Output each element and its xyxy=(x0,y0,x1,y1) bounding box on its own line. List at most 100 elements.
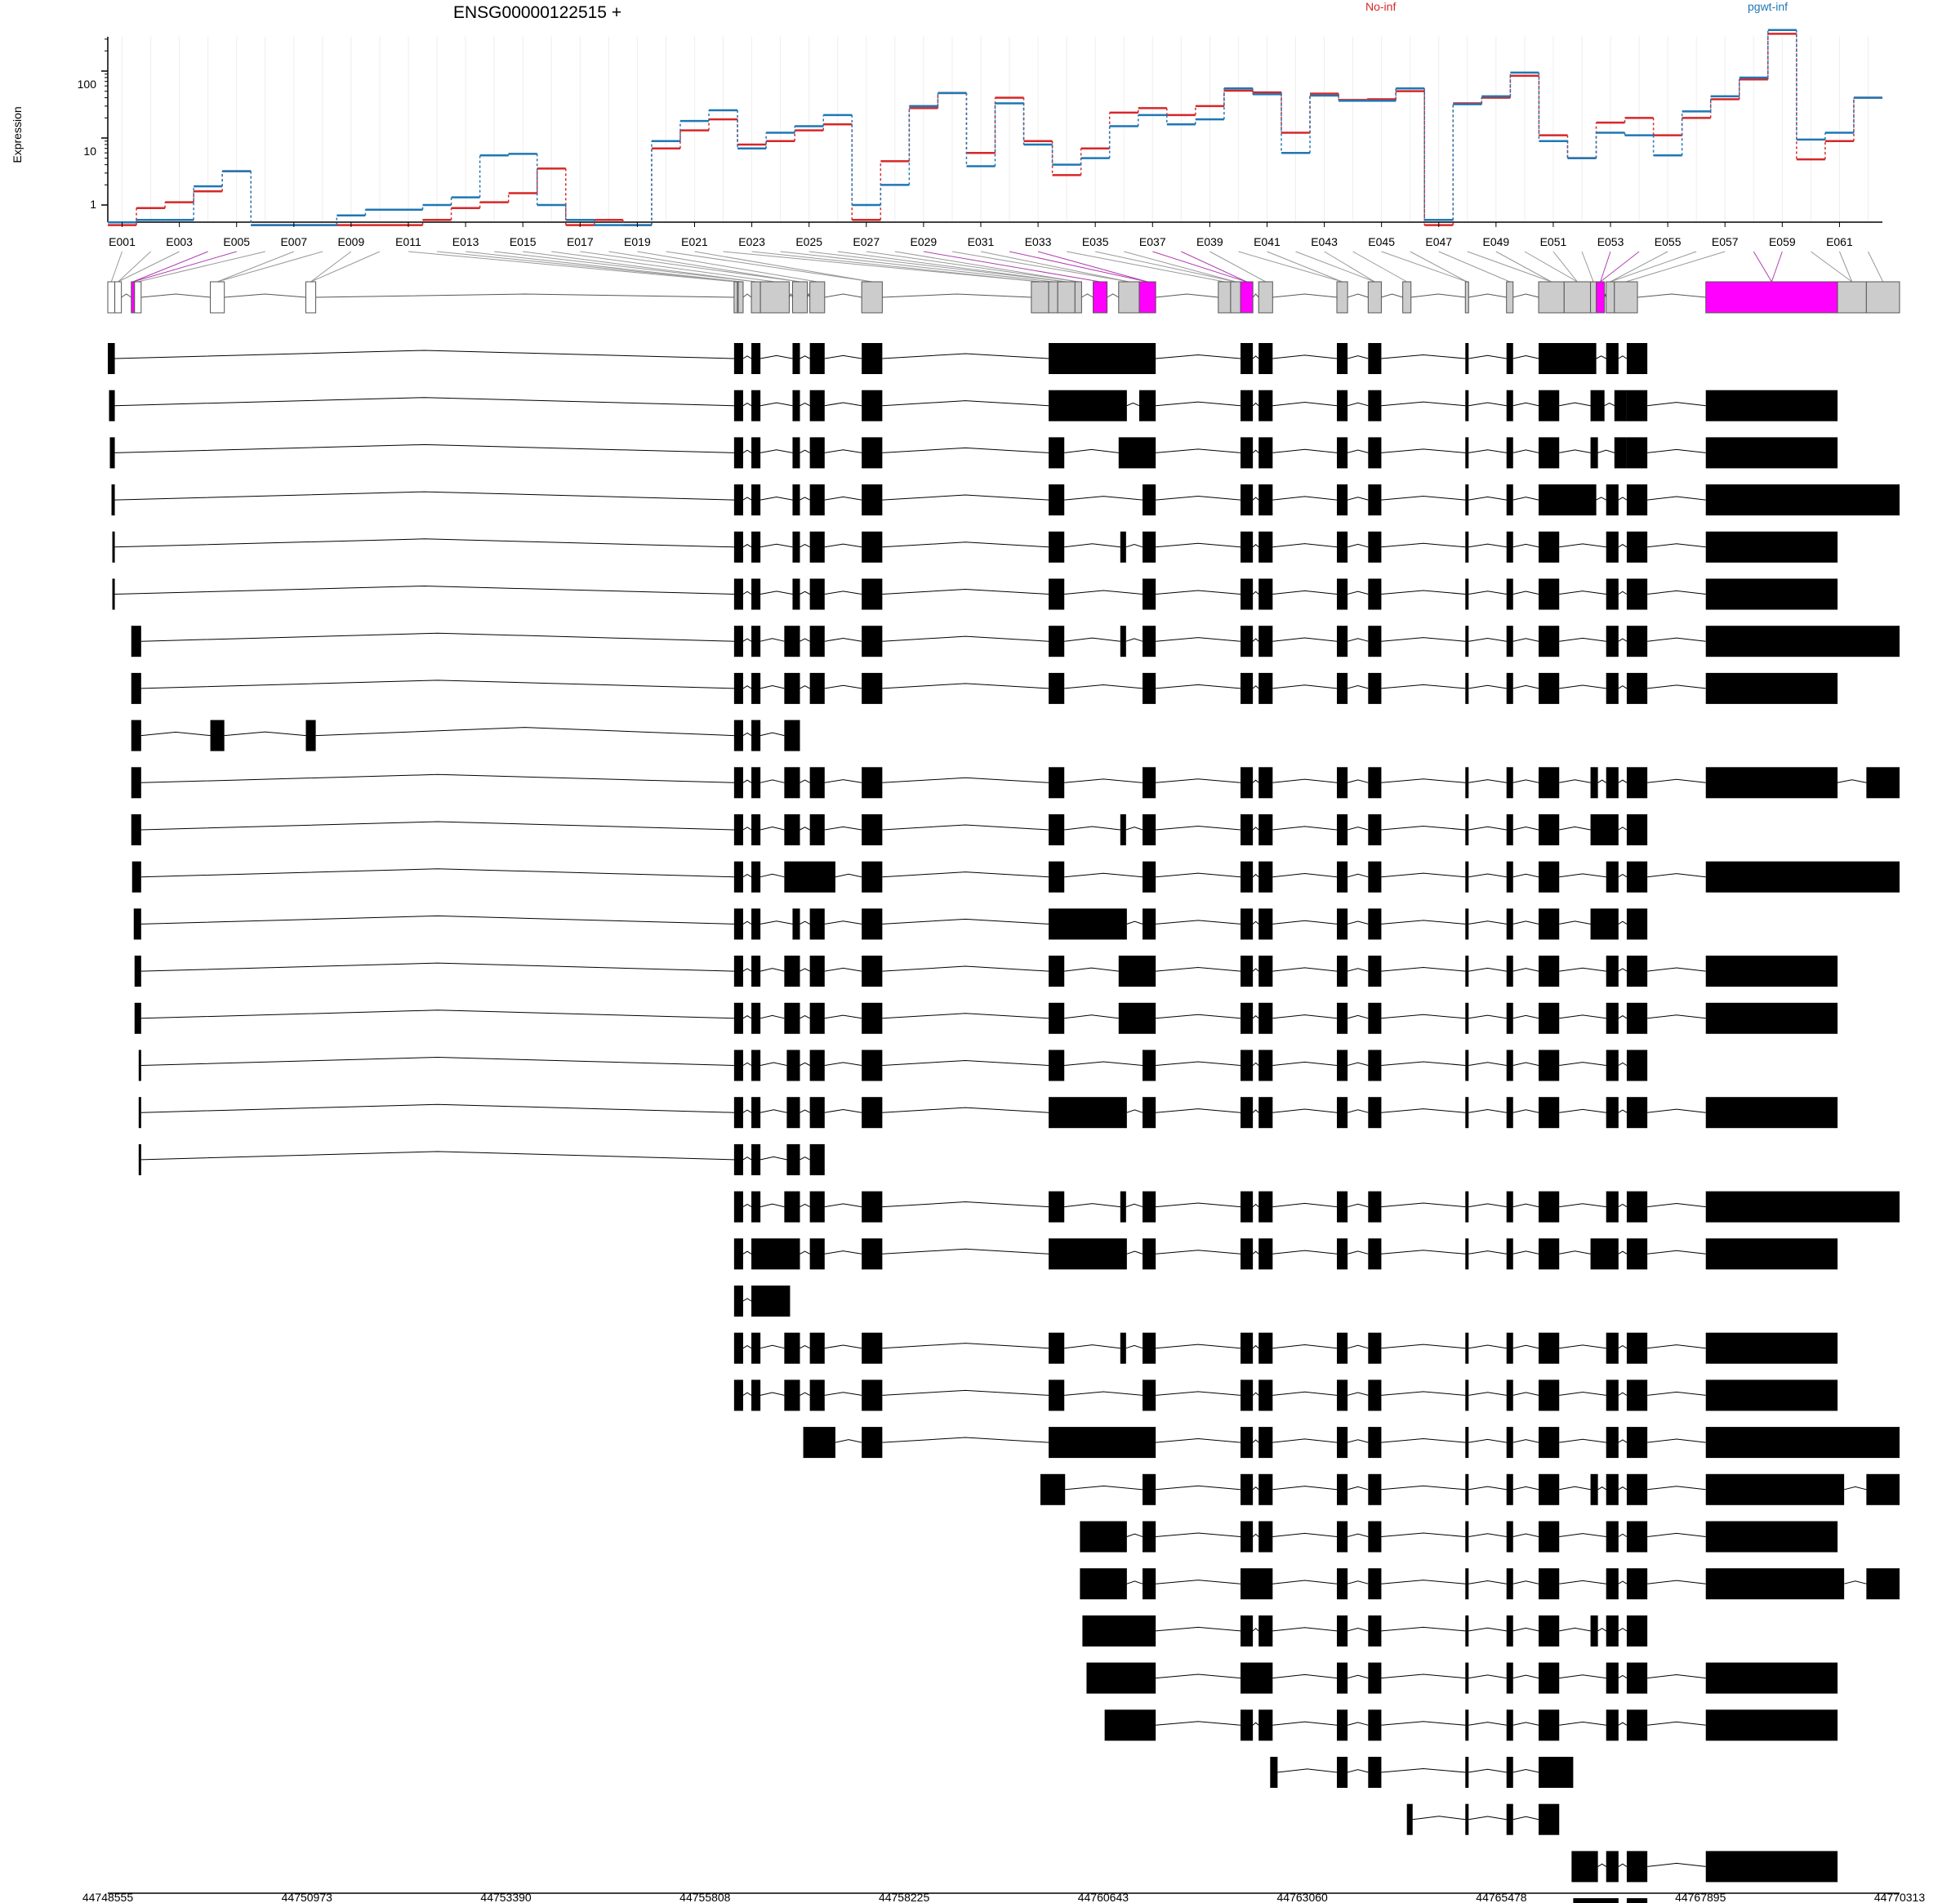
intron-line xyxy=(1647,1391,1706,1396)
exon-block xyxy=(1626,1238,1648,1270)
exon-block xyxy=(1705,1332,1838,1364)
exon-block xyxy=(1336,1379,1348,1411)
intron-line xyxy=(1064,1344,1120,1349)
exon-block xyxy=(1506,767,1513,799)
intron-line xyxy=(1647,1532,1706,1537)
gene-model-exon xyxy=(1074,281,1082,314)
exon-block xyxy=(1143,1238,1156,1270)
exon-block xyxy=(1241,437,1254,469)
intron-line xyxy=(1064,448,1119,453)
exon-block xyxy=(1539,1379,1560,1411)
transcript-row xyxy=(1571,1851,1838,1883)
intron-line xyxy=(824,779,862,783)
intron-line xyxy=(882,777,1049,783)
intron-line xyxy=(760,1203,785,1208)
intron-line xyxy=(1347,685,1369,689)
exon-block xyxy=(733,767,743,799)
exon-connector xyxy=(1352,251,1407,283)
intron-line xyxy=(1064,872,1143,878)
gene-model-intron xyxy=(788,292,793,298)
exon-block xyxy=(1539,1757,1574,1788)
intron-line xyxy=(1647,1862,1706,1867)
exon-block xyxy=(1241,1427,1254,1459)
exon-block xyxy=(1606,956,1619,987)
exon-block xyxy=(1049,956,1065,987)
intron-line xyxy=(1156,1438,1241,1443)
exon-block xyxy=(784,720,800,751)
intron-line xyxy=(1512,1533,1539,1537)
exon-block xyxy=(1120,1332,1126,1364)
exon-block xyxy=(1258,1709,1273,1741)
exon-block xyxy=(1143,578,1156,610)
intron-line xyxy=(824,1062,862,1066)
intron-line xyxy=(1347,1062,1369,1066)
intron-line xyxy=(800,1109,810,1113)
exon-label: E031 xyxy=(968,235,995,248)
exon-block xyxy=(1606,1473,1619,1505)
exon-block xyxy=(1336,1050,1348,1081)
exon-label: E043 xyxy=(1311,235,1338,248)
exon-connector xyxy=(1625,251,1726,283)
gene-model-intron xyxy=(140,293,211,298)
exon-block xyxy=(1241,1615,1254,1647)
exon-block xyxy=(1241,1002,1254,1034)
exon-block xyxy=(1626,908,1648,940)
intron-line xyxy=(882,494,1049,501)
exon-label: E015 xyxy=(510,235,537,248)
intron-line xyxy=(882,1248,1049,1255)
intron-line xyxy=(1512,1109,1539,1113)
intron-line xyxy=(1468,920,1507,925)
intron-line xyxy=(824,449,862,453)
exon-block xyxy=(1539,1521,1560,1553)
exon-block xyxy=(862,484,883,516)
gene-model-exon xyxy=(1464,281,1469,314)
exon-block xyxy=(1049,531,1065,563)
gene-model-exon xyxy=(1218,281,1232,314)
intron-line xyxy=(1156,354,1241,359)
intron-line xyxy=(824,543,862,548)
exon-block xyxy=(809,1002,825,1034)
intron-line xyxy=(824,920,862,925)
exon-block xyxy=(1258,1050,1273,1081)
intron-line xyxy=(1156,778,1241,783)
exon-block xyxy=(1539,1097,1560,1129)
intron-line xyxy=(1347,1344,1369,1349)
exon-block xyxy=(1049,437,1065,469)
exon-connector-lines xyxy=(110,251,1884,283)
transcript-row xyxy=(1573,1898,1648,1903)
exon-block xyxy=(1705,956,1838,987)
intron-line xyxy=(760,1392,785,1396)
exon-block xyxy=(1606,626,1619,657)
exon-block xyxy=(1866,1473,1900,1505)
intron-line xyxy=(1468,684,1507,689)
intron-line xyxy=(882,683,1049,689)
exon-block xyxy=(1336,1332,1348,1364)
exon-block xyxy=(1506,1521,1513,1553)
exon-block xyxy=(1368,767,1382,799)
intron-line xyxy=(1064,778,1143,783)
exon-block xyxy=(1336,1427,1348,1459)
chart-title: ENSG00000122515 + xyxy=(453,3,621,22)
exon-block xyxy=(1086,1662,1156,1694)
intron-line xyxy=(1512,1627,1539,1632)
intron-line xyxy=(1272,778,1338,783)
exon-block xyxy=(1368,1238,1382,1270)
exon-block xyxy=(1539,626,1560,657)
exon-label: E003 xyxy=(166,235,193,248)
exon-block xyxy=(733,956,743,987)
intron-line xyxy=(1156,1485,1241,1491)
exon-block xyxy=(1241,908,1254,940)
exon-block xyxy=(1705,437,1838,469)
exon-block xyxy=(1705,578,1838,610)
exon-block xyxy=(131,626,141,657)
intron-line xyxy=(1597,779,1606,783)
exon-block xyxy=(733,1286,743,1317)
intron-line xyxy=(1252,827,1259,831)
exon-block xyxy=(1368,531,1382,563)
intron-line xyxy=(760,873,785,878)
exon-block xyxy=(1465,1379,1469,1411)
y-tick-label-10: 10 xyxy=(83,145,96,158)
exon-block xyxy=(751,1286,791,1317)
exon-connector xyxy=(1410,251,1468,283)
intron-line xyxy=(800,779,810,783)
